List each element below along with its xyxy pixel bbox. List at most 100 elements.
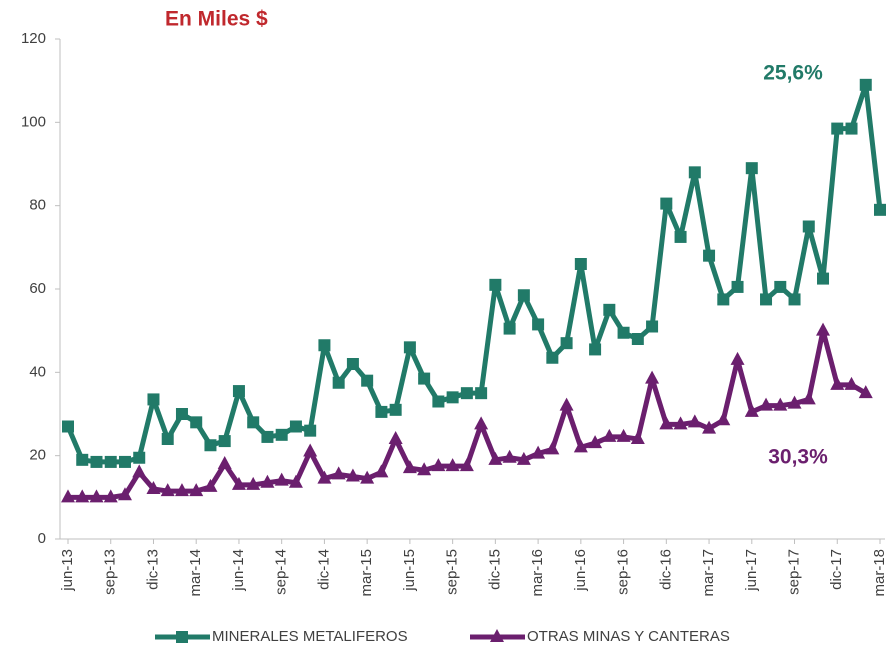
marker bbox=[361, 374, 374, 387]
marker bbox=[232, 385, 245, 398]
y-tick-label: 40 bbox=[29, 363, 46, 380]
marker bbox=[816, 322, 831, 336]
marker bbox=[802, 220, 815, 233]
marker bbox=[744, 403, 759, 417]
marker bbox=[146, 481, 161, 494]
marker bbox=[204, 439, 217, 452]
marker bbox=[459, 458, 474, 472]
x-tick-label: dic-13 bbox=[144, 549, 161, 590]
marker bbox=[488, 451, 503, 465]
marker bbox=[646, 320, 659, 333]
marker bbox=[446, 391, 459, 404]
marker bbox=[801, 391, 816, 405]
marker bbox=[103, 489, 118, 503]
marker bbox=[817, 272, 830, 285]
marker bbox=[460, 387, 473, 400]
marker bbox=[844, 376, 859, 390]
marker bbox=[717, 293, 730, 306]
marker bbox=[175, 408, 188, 420]
x-tick-label: dic-16 bbox=[657, 549, 674, 590]
x-tick-label: mar-18 bbox=[871, 549, 888, 597]
marker bbox=[161, 433, 174, 445]
marker bbox=[345, 468, 360, 482]
marker bbox=[687, 414, 702, 428]
marker bbox=[189, 483, 204, 497]
marker bbox=[133, 451, 146, 464]
annotation: 25,6% bbox=[763, 62, 823, 85]
marker bbox=[703, 249, 716, 262]
marker bbox=[532, 318, 545, 331]
marker bbox=[574, 258, 587, 270]
marker bbox=[559, 397, 574, 411]
marker bbox=[318, 339, 331, 352]
marker bbox=[603, 303, 616, 316]
marker bbox=[673, 416, 688, 430]
marker bbox=[203, 478, 218, 492]
marker bbox=[845, 122, 858, 135]
marker bbox=[859, 78, 872, 91]
marker bbox=[502, 449, 517, 463]
marker bbox=[445, 458, 460, 472]
marker bbox=[774, 280, 787, 293]
marker bbox=[630, 431, 645, 444]
marker bbox=[546, 351, 559, 364]
x-tick-label: dic-15 bbox=[486, 549, 503, 590]
marker bbox=[75, 489, 90, 503]
x-tick-label: dic-17 bbox=[828, 549, 845, 590]
marker bbox=[602, 428, 617, 442]
marker bbox=[388, 431, 403, 444]
legend-label: OTRAS MINAS Y CANTERAS bbox=[527, 628, 730, 645]
marker bbox=[160, 483, 175, 497]
marker bbox=[89, 489, 104, 503]
marker bbox=[402, 460, 417, 474]
y-tick-label: 20 bbox=[29, 447, 46, 464]
x-tick-label: mar-14 bbox=[187, 549, 204, 597]
x-tick-label: mar-17 bbox=[700, 549, 717, 597]
x-tick-label: jun-13 bbox=[59, 549, 76, 592]
chart-title: En Miles $ bbox=[165, 8, 268, 31]
marker bbox=[104, 455, 117, 468]
marker bbox=[702, 420, 717, 434]
marker bbox=[217, 456, 232, 469]
x-tick-label: jun-15 bbox=[401, 549, 418, 592]
x-tick-label: jun-14 bbox=[230, 549, 247, 592]
marker bbox=[545, 441, 560, 455]
marker bbox=[773, 397, 788, 411]
series bbox=[62, 78, 886, 468]
marker bbox=[503, 322, 516, 335]
marker bbox=[489, 278, 502, 291]
marker bbox=[218, 435, 231, 448]
marker bbox=[332, 376, 345, 389]
marker bbox=[331, 466, 346, 480]
marker bbox=[132, 464, 147, 478]
marker bbox=[317, 470, 332, 484]
marker bbox=[760, 293, 773, 306]
marker bbox=[62, 420, 74, 433]
marker bbox=[431, 458, 446, 472]
x-tick-label: mar-15 bbox=[358, 549, 375, 597]
x-tick-label: sep-15 bbox=[444, 549, 461, 595]
marker bbox=[246, 476, 261, 490]
marker bbox=[759, 397, 774, 411]
marker bbox=[288, 474, 303, 488]
legend-marker bbox=[490, 629, 504, 642]
marker bbox=[730, 351, 745, 365]
marker bbox=[260, 474, 275, 488]
marker bbox=[174, 483, 189, 497]
legend-label: MINERALES METALIFEROS bbox=[212, 628, 408, 645]
marker bbox=[389, 403, 402, 416]
marker bbox=[304, 424, 317, 437]
marker bbox=[118, 455, 131, 468]
x-tick-label: sep-14 bbox=[273, 549, 290, 595]
marker bbox=[247, 416, 260, 429]
marker bbox=[516, 451, 531, 465]
marker bbox=[659, 416, 674, 430]
marker bbox=[588, 435, 603, 449]
y-tick-label: 120 bbox=[21, 30, 46, 47]
marker bbox=[76, 453, 89, 466]
marker bbox=[858, 385, 873, 399]
marker bbox=[745, 162, 758, 175]
marker bbox=[660, 197, 673, 210]
marker bbox=[517, 289, 530, 302]
